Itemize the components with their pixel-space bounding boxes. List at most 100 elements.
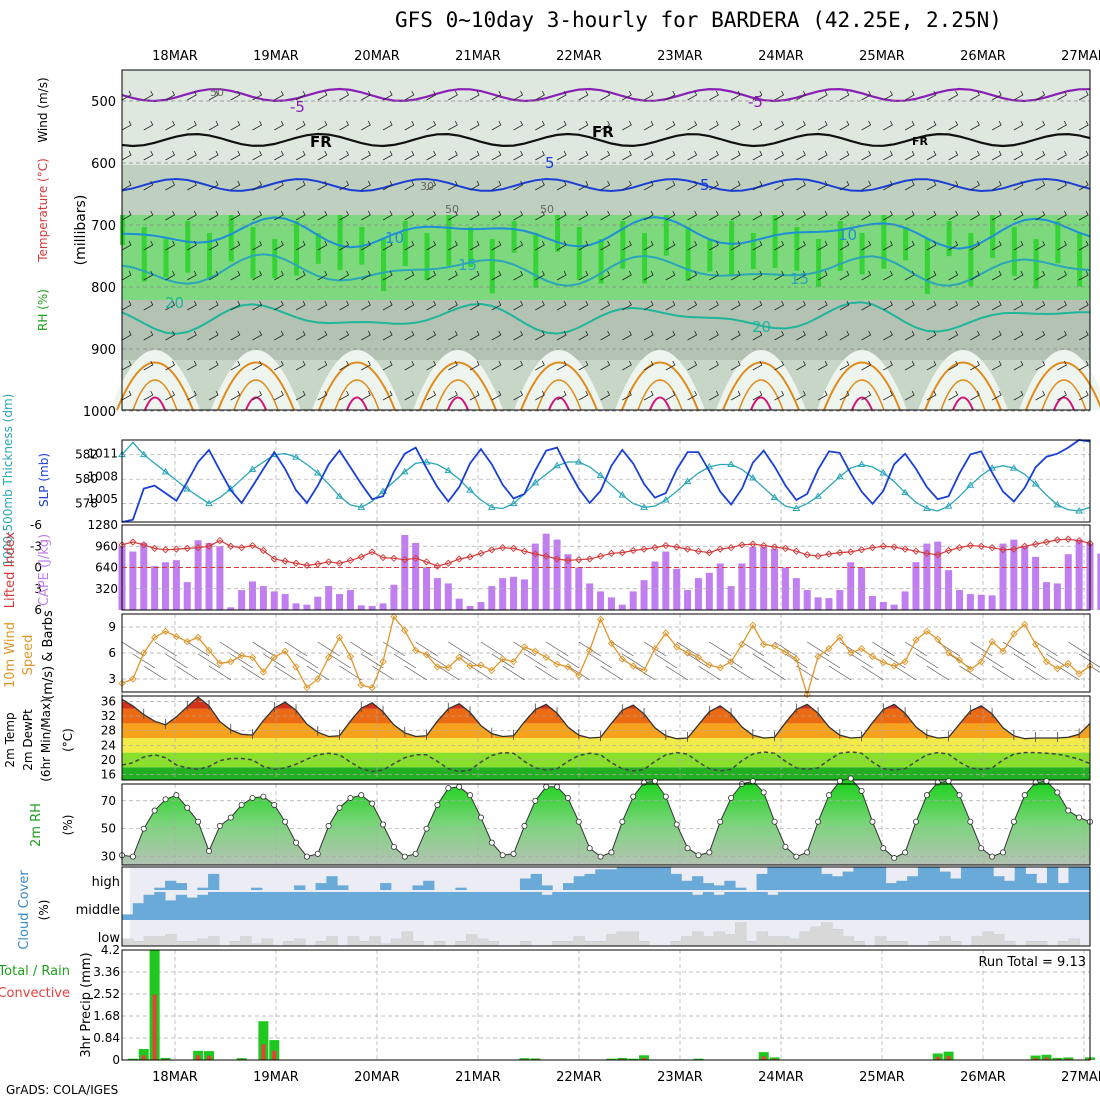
thickness-marker [161, 467, 170, 475]
precip-tick: 3.36 [93, 965, 120, 979]
wind-barb [448, 210, 458, 221]
wind-barb [578, 240, 589, 251]
cape-bar [934, 541, 942, 610]
wind-barb [121, 90, 132, 101]
cloud-middle-bar [358, 892, 370, 920]
cloud-low-fill [122, 938, 134, 946]
rh-marker [662, 793, 669, 800]
thickness-marker [248, 465, 257, 472]
wind-panel: 9 6 3 [108, 612, 1100, 699]
li-marker [422, 558, 431, 566]
rh-marker [880, 845, 887, 852]
wind-barb [796, 150, 806, 161]
wind-barb [600, 300, 611, 311]
wind-barb [339, 120, 350, 131]
wind-barb [730, 270, 741, 281]
wind-marker [694, 653, 703, 661]
cape-bar [368, 606, 376, 610]
wind-marker [281, 647, 289, 655]
cape-label: CAPE (J/kg) [37, 534, 52, 606]
surface-barb [219, 641, 243, 657]
temp-tick: 20 [101, 753, 116, 767]
wind-barb [404, 360, 415, 371]
cloud-low-fill [810, 926, 822, 946]
wind-marker [847, 649, 855, 657]
rh-tick: 70 [101, 794, 116, 808]
wind-barb [1035, 210, 1046, 221]
cape-bar [803, 590, 811, 610]
rh-cell [163, 239, 169, 278]
rh-cell [533, 233, 539, 288]
wind-barb [796, 300, 806, 311]
wind-barb [991, 240, 1002, 251]
wind-barb [687, 360, 698, 371]
wind-barb [1035, 150, 1046, 161]
li-marker [553, 555, 561, 563]
wind-barb [535, 300, 545, 311]
cape-bar [1021, 546, 1029, 610]
li-marker [325, 558, 333, 566]
cloud-label: Cloud Cover [17, 870, 32, 950]
wind-barb [991, 390, 1002, 401]
surface-barb [1089, 665, 1100, 673]
wind-barb [796, 390, 806, 401]
wind-barb [252, 390, 263, 401]
rh-marker [967, 818, 974, 825]
wind-barb [578, 390, 589, 401]
cloud-low-fill [552, 941, 564, 946]
wind-barb [426, 180, 437, 191]
pressure-tick-800: 800 [91, 281, 116, 296]
wind-marker [227, 658, 235, 666]
cloud-high-bar [724, 880, 736, 890]
wind-barb [252, 180, 263, 191]
wind-barb [1057, 360, 1067, 371]
li-marker [455, 555, 463, 563]
wind-barb [904, 390, 915, 401]
cape-bar [183, 582, 191, 610]
wind-marker [270, 653, 278, 661]
wind-barb [121, 360, 132, 371]
wind-barb [578, 330, 589, 341]
cloud-middle-bar [756, 892, 768, 920]
wind-barb [622, 330, 632, 341]
li-marker [466, 553, 474, 561]
wind-barb [991, 300, 1002, 311]
cloud-low-fill [874, 936, 887, 946]
precip-total-bar [138, 1049, 149, 1060]
precip-conv-bar [1055, 1058, 1060, 1060]
rh-cell [555, 215, 561, 252]
wind-barb [556, 120, 567, 131]
wind-barb [382, 120, 393, 131]
surface-barb [1024, 665, 1047, 681]
wind-barb [143, 300, 154, 311]
wind-barb [382, 330, 393, 341]
surface-barb [393, 653, 417, 669]
wind-barb [622, 360, 632, 371]
cloud-low-fill [638, 941, 650, 946]
isotherm-25 [621, 361, 699, 411]
wind-marker [412, 646, 420, 655]
wind-barb [1078, 270, 1089, 281]
precip-conv-bar [152, 994, 157, 1060]
li-marker [129, 538, 137, 546]
surface-barb [1035, 641, 1058, 657]
isotherm-35 [346, 396, 368, 411]
wind-barb [752, 210, 763, 221]
li-marker [477, 549, 485, 557]
surface-barb [665, 665, 689, 681]
rh-label: 2m RH [29, 803, 44, 847]
wind-barb [317, 300, 328, 311]
wind-barb [643, 390, 654, 401]
wind-barb [752, 270, 763, 281]
rh-marker [173, 792, 180, 799]
wind-barb [643, 300, 654, 311]
surface-barb [589, 653, 612, 669]
cape-bar [792, 578, 800, 610]
precip-conv-bar [772, 1058, 777, 1060]
rh-marker [434, 801, 441, 808]
wind-barb [883, 210, 893, 221]
isotherm-30 [738, 379, 784, 411]
precip-conv-bar [946, 1056, 951, 1060]
rh-marker [782, 843, 789, 850]
wind-barb [970, 270, 980, 281]
